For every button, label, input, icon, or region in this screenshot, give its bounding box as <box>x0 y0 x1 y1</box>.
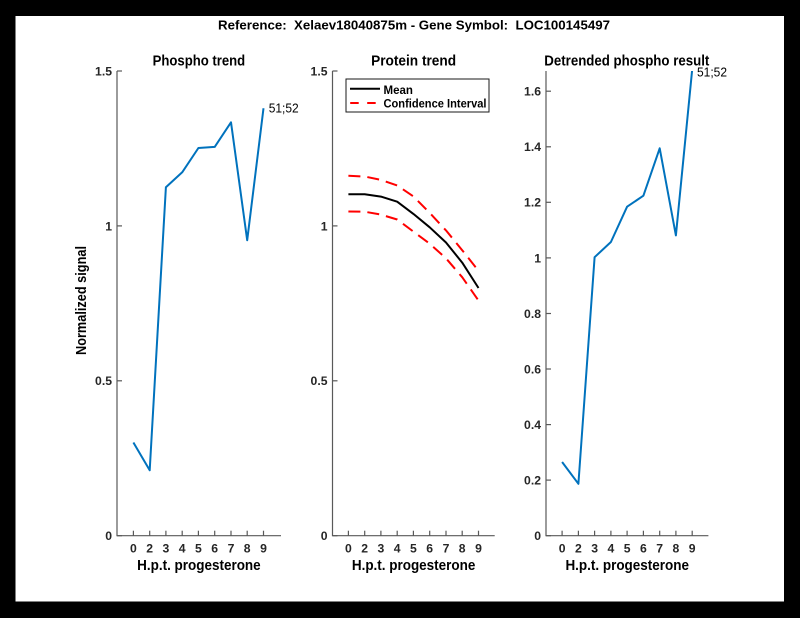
svg-text:0: 0 <box>345 542 352 556</box>
svg-text:5: 5 <box>410 542 417 556</box>
svg-text:2: 2 <box>575 542 582 556</box>
svg-text:0.5: 0.5 <box>95 374 112 388</box>
svg-text:3: 3 <box>378 542 385 556</box>
svg-text:6: 6 <box>426 542 433 556</box>
svg-text:7: 7 <box>443 542 450 556</box>
svg-text:51;52: 51;52 <box>697 64 727 79</box>
svg-text:0.2: 0.2 <box>524 474 541 488</box>
svg-text:6: 6 <box>211 542 218 556</box>
svg-text:9: 9 <box>689 542 696 556</box>
svg-text:0.6: 0.6 <box>524 362 541 376</box>
svg-text:0: 0 <box>130 542 137 556</box>
svg-text:Mean: Mean <box>384 85 413 97</box>
svg-text:1.6: 1.6 <box>524 85 541 99</box>
svg-text:Confidence Interval: Confidence Interval <box>384 99 487 111</box>
svg-text:Phospho trend: Phospho trend <box>153 52 246 69</box>
svg-text:1.5: 1.5 <box>95 64 112 78</box>
svg-text:1.4: 1.4 <box>524 140 541 154</box>
svg-text:1: 1 <box>321 219 328 233</box>
svg-text:5: 5 <box>624 542 631 556</box>
svg-text:0: 0 <box>105 529 112 543</box>
svg-text:1.5: 1.5 <box>311 64 328 78</box>
svg-text:2: 2 <box>146 542 153 556</box>
svg-text:Detrended phospho result: Detrended phospho result <box>544 52 709 69</box>
svg-text:H.p.t. progesterone: H.p.t. progesterone <box>352 557 476 574</box>
svg-text:8: 8 <box>244 542 251 556</box>
svg-text:0: 0 <box>321 529 328 543</box>
svg-text:2: 2 <box>361 542 368 556</box>
svg-text:3: 3 <box>163 542 170 556</box>
svg-text:1: 1 <box>534 251 541 265</box>
svg-text:1: 1 <box>105 219 112 233</box>
svg-text:0: 0 <box>559 542 566 556</box>
svg-text:9: 9 <box>260 542 267 556</box>
svg-text:Protein trend: Protein trend <box>371 52 456 69</box>
svg-text:0: 0 <box>534 529 541 543</box>
svg-text:4: 4 <box>394 542 401 556</box>
svg-text:0.8: 0.8 <box>524 307 541 321</box>
svg-text:4: 4 <box>179 542 186 556</box>
svg-text:Normalized signal: Normalized signal <box>73 246 90 355</box>
svg-text:H.p.t. progesterone: H.p.t. progesterone <box>565 557 689 574</box>
svg-text:4: 4 <box>608 542 615 556</box>
svg-text:6: 6 <box>640 542 647 556</box>
svg-text:1.2: 1.2 <box>524 196 541 210</box>
svg-text:Reference: Xelaev18040875m -: Reference: Xelaev18040875m - Gene Symbol… <box>218 18 610 33</box>
svg-text:H.p.t. progesterone: H.p.t. progesterone <box>137 557 261 574</box>
svg-text:9: 9 <box>475 542 482 556</box>
svg-text:8: 8 <box>459 542 466 556</box>
svg-text:3: 3 <box>591 542 598 556</box>
svg-text:8: 8 <box>673 542 680 556</box>
svg-text:51;52: 51;52 <box>269 101 299 116</box>
svg-text:0.4: 0.4 <box>524 418 541 432</box>
svg-text:7: 7 <box>656 542 663 556</box>
svg-text:0.5: 0.5 <box>311 374 328 388</box>
svg-text:7: 7 <box>228 542 235 556</box>
svg-text:5: 5 <box>195 542 202 556</box>
